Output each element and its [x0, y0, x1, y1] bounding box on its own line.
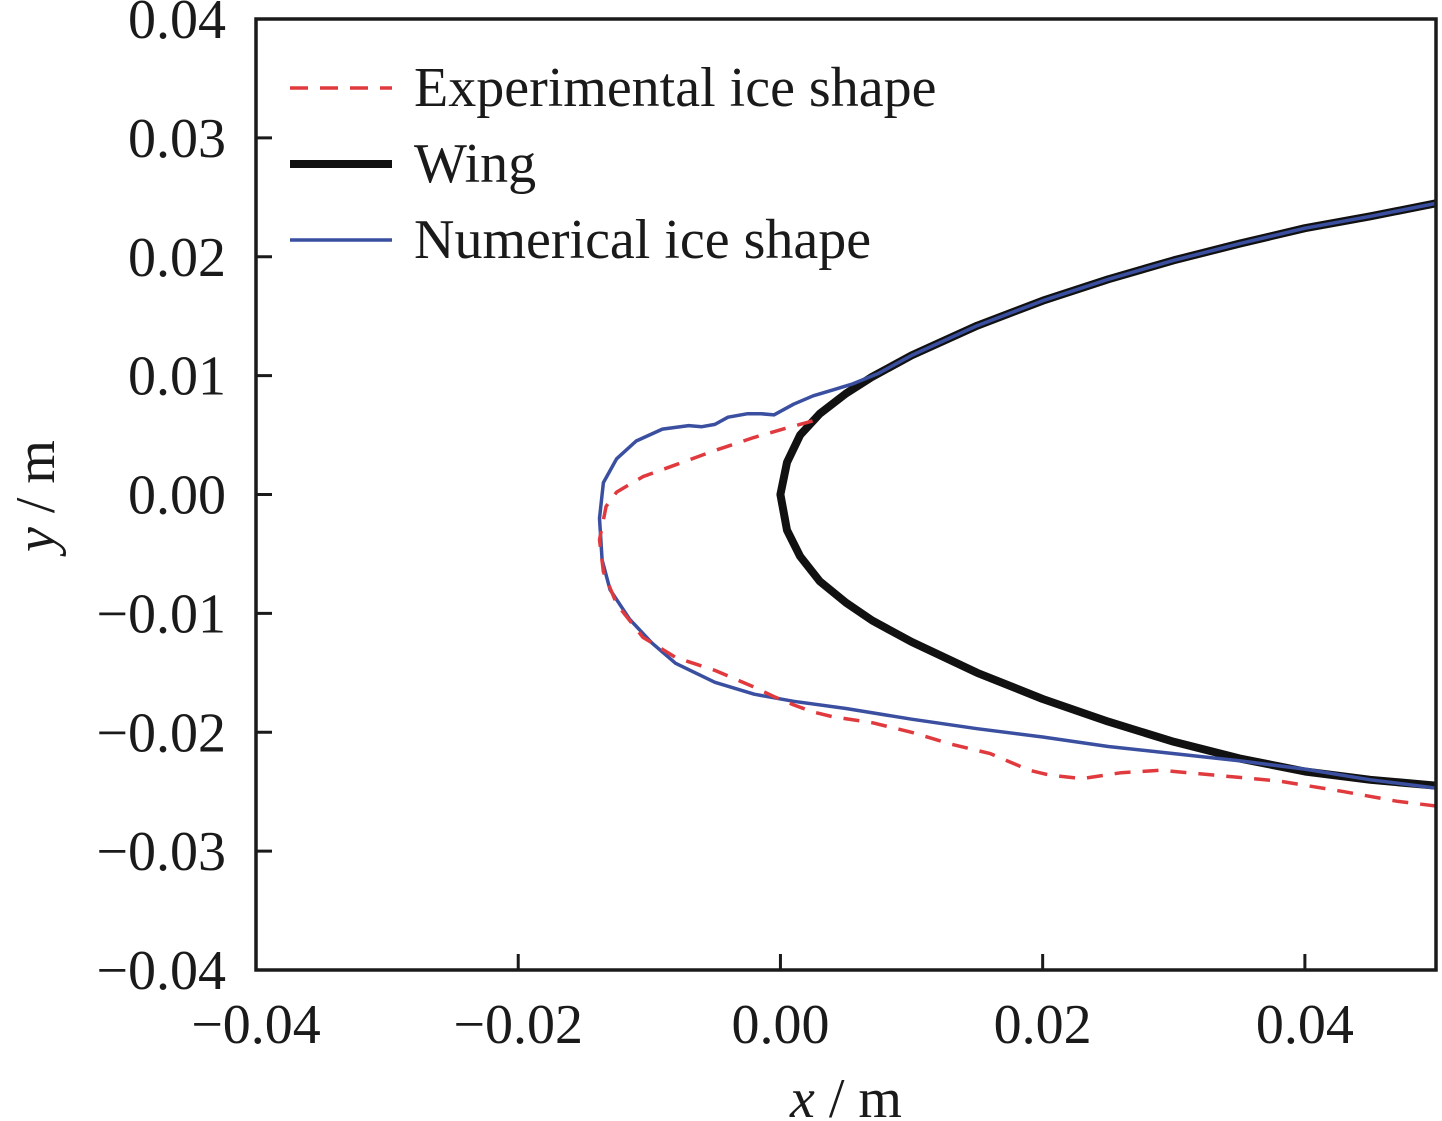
y-axis-ticks: 0.04 0.03 0.02 0.01 0.00 −0.01 −0.02 −0.03 −0.04	[96, 0, 272, 1002]
x-tick-label: 0.02	[994, 994, 1092, 1056]
y-tick-label: 0.01	[128, 346, 226, 408]
series-layer	[597, 199, 1436, 808]
x-axis-label: x / m	[789, 1068, 902, 1121]
y-axis-label-var: y	[5, 527, 67, 557]
legend-label-experimental: Experimental ice shape	[414, 57, 936, 119]
x-tick-label: 0.00	[731, 994, 829, 1056]
legend-label-numerical: Numerical ice shape	[414, 209, 871, 271]
plot-frame	[254, 17, 1438, 972]
wing-profile-line	[776, 199, 1436, 790]
x-axis-label-unit: / m	[815, 1068, 902, 1121]
y-tick-label: 0.00	[128, 465, 226, 527]
y-tick-label: −0.02	[96, 702, 226, 764]
experimental-ice-shape-line	[597, 419, 1436, 808]
y-tick-label: −0.01	[96, 583, 226, 645]
y-tick-label: −0.03	[96, 821, 226, 883]
y-axis-label-unit: / m	[5, 440, 67, 527]
numerical-ice-shape-line	[597, 201, 1436, 790]
x-tick-label: −0.02	[453, 994, 583, 1056]
y-tick-label: −0.04	[96, 940, 226, 1002]
x-tick-label: 0.04	[1256, 994, 1354, 1056]
x-axis-ticks: −0.04 −0.02 0.00 0.02 0.04	[191, 954, 1354, 1056]
legend-label-wing: Wing	[414, 133, 536, 195]
legend: Experimental ice shape Wing Numerical ic…	[290, 57, 936, 271]
y-tick-label: 0.02	[128, 227, 226, 289]
y-tick-label: 0.04	[128, 0, 226, 51]
y-tick-label: 0.03	[128, 108, 226, 170]
x-axis-label-var: x	[789, 1068, 815, 1121]
x-tick-label: −0.04	[191, 994, 321, 1056]
y-axis-label: y / m	[5, 440, 67, 557]
